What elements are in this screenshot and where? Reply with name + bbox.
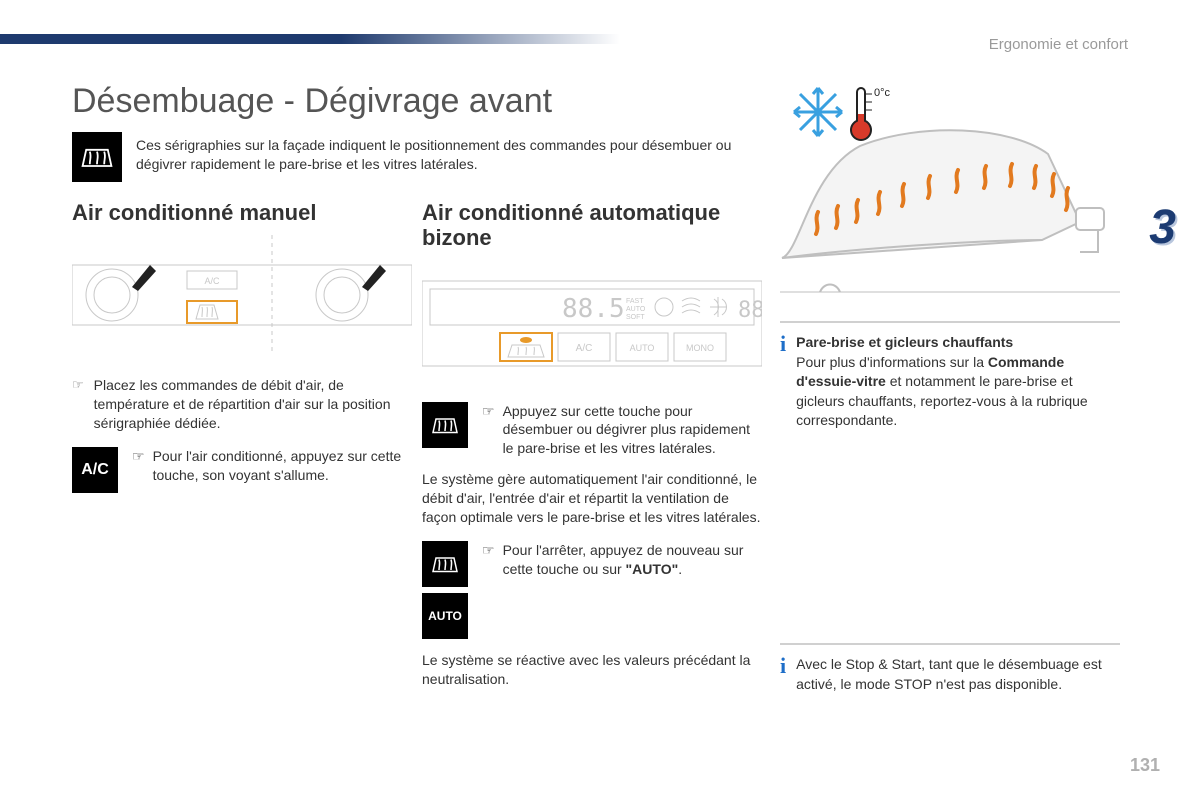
info-box-1: i Pare-brise et gicleurs chauffants Pour… bbox=[780, 321, 1120, 431]
pointer-icon: ☞ bbox=[132, 447, 145, 485]
t: Pour plus d'informations sur la bbox=[796, 354, 988, 370]
info-title: Pare-brise et gicleurs chauffants bbox=[796, 334, 1013, 350]
paragraph-auto-2: Le système se réactive avec les valeurs … bbox=[422, 651, 762, 689]
column-right: 0°c i Pare-brise et gicleurs chauffants bbox=[780, 82, 1120, 694]
section-header: Ergonomie et confort bbox=[989, 36, 1128, 53]
intro-row: Ces sérigraphies sur la façade indiquent… bbox=[72, 132, 732, 182]
icon-stack: AUTO bbox=[422, 541, 468, 639]
ac-instruction-row: A/C ☞ Pour l'air conditionné, appuyez su… bbox=[72, 447, 412, 493]
svg-text:88: 88 bbox=[738, 298, 762, 323]
control-panel-manual: A/C bbox=[72, 235, 412, 355]
auto-instruction-2: AUTO ☞ Pour l'arrêter, appuyez de nouvea… bbox=[422, 541, 762, 639]
spacer bbox=[780, 431, 1120, 503]
auto-instruction-1: ☞ Appuyez sur cette touche pour désembue… bbox=[422, 402, 762, 459]
paragraph-auto-1: Le système gère automatiquement l'air co… bbox=[422, 470, 762, 527]
bullet-text: Appuyez sur cette touche pour désembuer … bbox=[503, 402, 762, 459]
ac-icon: A/C bbox=[72, 447, 118, 493]
page-title: Désembuage - Dégivrage avant bbox=[72, 82, 552, 121]
svg-text:AUTO: AUTO bbox=[626, 306, 646, 313]
pointer-icon: ☞ bbox=[482, 402, 495, 459]
auto-label: AUTO bbox=[428, 609, 462, 623]
svg-text:AUTO: AUTO bbox=[630, 343, 655, 353]
auto-icon: AUTO bbox=[422, 593, 468, 639]
chapter-number: 3 bbox=[1149, 200, 1176, 255]
svg-text:A/C: A/C bbox=[576, 343, 593, 354]
heading-auto-ac: Air conditionné automatique bizone bbox=[422, 200, 762, 251]
windshield-illustration: 0°c bbox=[780, 82, 1120, 302]
svg-text:SOFT: SOFT bbox=[626, 314, 645, 321]
heading-manual-ac: Air conditionné manuel bbox=[72, 200, 412, 225]
info-icon: i bbox=[780, 333, 786, 431]
header-bar bbox=[0, 34, 620, 44]
svg-text:A/C: A/C bbox=[204, 276, 220, 286]
defrost-icon bbox=[422, 541, 468, 587]
pointer-icon: ☞ bbox=[72, 376, 84, 433]
svg-text:0°c: 0°c bbox=[874, 87, 891, 99]
bullet-manual-1: ☞ Placez les commandes de débit d'air, d… bbox=[72, 376, 412, 433]
defrost-icon bbox=[72, 132, 122, 182]
t: Pour l'arrêter, appuyez de nouveau sur c… bbox=[503, 542, 744, 577]
info-body: Pare-brise et gicleurs chauffants Pour p… bbox=[796, 333, 1120, 431]
bullet-text: Placez les commandes de débit d'air, de … bbox=[94, 376, 412, 433]
page-number: 131 bbox=[1130, 755, 1160, 776]
bullet-text: Pour l'arrêter, appuyez de nouveau sur c… bbox=[503, 541, 762, 579]
svg-text:88.5: 88.5 bbox=[562, 294, 625, 324]
bullet-text: Pour l'air conditionné, appuyez sur cett… bbox=[153, 447, 412, 485]
ac-label: A/C bbox=[81, 461, 109, 479]
column-auto-ac: Air conditionné automatique bizone 88.5 … bbox=[422, 200, 762, 703]
svg-text:FAST: FAST bbox=[626, 298, 644, 305]
intro-text: Ces sérigraphies sur la façade indiquent… bbox=[136, 132, 732, 174]
info-box-2: i Avec le Stop & Start, tant que le dése… bbox=[780, 643, 1120, 694]
pointer-icon: ☞ bbox=[482, 541, 495, 579]
svg-text:MONO: MONO bbox=[686, 343, 714, 353]
column-manual-ac: Air conditionné manuel A/C ☞ Placez les … bbox=[72, 200, 412, 505]
info-icon: i bbox=[780, 655, 786, 694]
t: . bbox=[678, 561, 682, 577]
control-panel-auto: 88.5 FAST AUTO SOFT 88 A/C AUTO MONO bbox=[422, 261, 762, 381]
defrost-icon bbox=[422, 402, 468, 448]
t-bold: "AUTO" bbox=[626, 561, 679, 577]
info-body: Avec le Stop & Start, tant que le désemb… bbox=[796, 655, 1120, 694]
